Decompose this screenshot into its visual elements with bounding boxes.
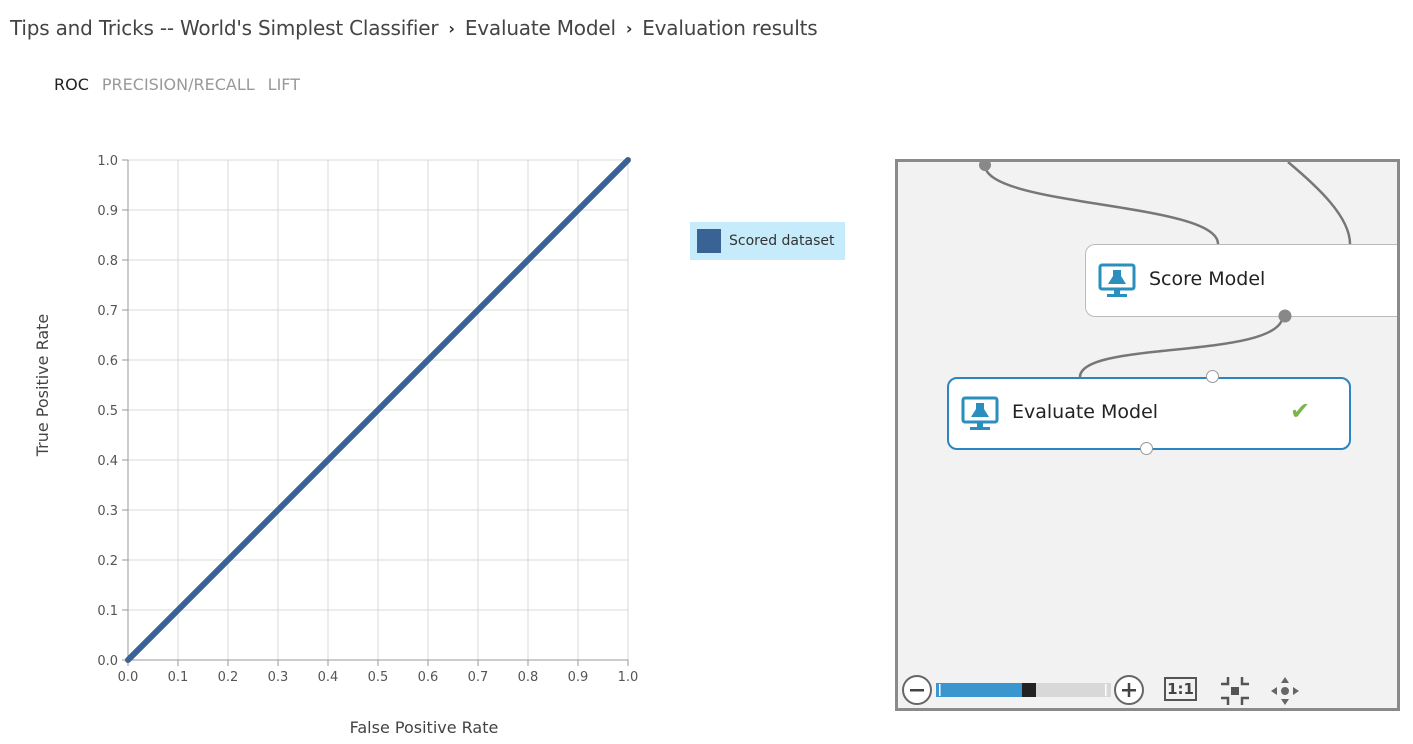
connection-wire: [983, 164, 1220, 245]
breadcrumb-experiment[interactable]: Tips and Tricks -- World's Simplest Clas…: [10, 16, 439, 40]
breadcrumb-module[interactable]: Evaluate Model: [464, 16, 616, 40]
connection-wire: [1287, 162, 1352, 245]
breadcrumb-separator-icon: ›: [448, 18, 455, 38]
x-tick-label: 0.0: [118, 670, 139, 685]
chart-series: [125, 157, 631, 663]
x-tick-label: 0.8: [518, 670, 539, 685]
breadcrumb: Tips and Tricks -- World's Simplest Clas…: [10, 13, 818, 43]
y-tick-label: 0.2: [97, 554, 118, 569]
breadcrumb-current-page: Evaluation results: [642, 16, 818, 40]
experiment-canvas[interactable]: Score Model Evaluate Model ✔: [895, 159, 1400, 711]
pan-icon[interactable]: [1269, 675, 1301, 707]
output-port-icon[interactable]: [1140, 442, 1153, 455]
x-tick-label: 0.9: [568, 670, 589, 685]
y-tick-label: 0.8: [97, 254, 118, 269]
x-tick-label: 0.7: [468, 670, 489, 685]
y-tick-label: 0.3: [97, 504, 118, 519]
chart-axes: 0.0 0.1 0.2 0.3 0.4 0.5 0.6 0.7 0.8 0.9 1.0 0.0 0.1 0…: [97, 154, 638, 685]
output-port-icon[interactable]: [1277, 308, 1293, 324]
zoom-in-icon[interactable]: [1113, 674, 1145, 706]
y-tick-label: 0.7: [97, 304, 118, 319]
y-tick-label: 0.6: [97, 354, 118, 369]
y-tick-label: 0.4: [97, 454, 118, 469]
chart-legend: Scored dataset: [690, 222, 845, 260]
y-tick-label: 0.0: [97, 654, 118, 669]
roc-curve-scored-dataset: [125, 157, 631, 663]
connection-wire: [1078, 314, 1285, 378]
status-check-icon: ✔: [1290, 397, 1311, 425]
legend-swatch: [697, 229, 721, 253]
module-label: Evaluate Model: [1012, 401, 1159, 423]
tab-precision-recall[interactable]: PRECISION/RECALL: [101, 75, 255, 94]
y-tick-label: 0.1: [97, 604, 118, 619]
tab-lift[interactable]: LIFT: [267, 75, 300, 94]
y-tick-label: 0.9: [97, 204, 118, 219]
roc-chart: 0.0 0.1 0.2 0.3 0.4 0.5 0.6 0.7 0.8 0.9 1.0 0.0 0.1 0…: [33, 154, 638, 737]
y-tick-label: 0.5: [97, 404, 118, 419]
fit-to-screen-icon[interactable]: [1219, 675, 1251, 707]
evaluate-model-icon: [961, 396, 999, 430]
x-tick-label: 0.6: [418, 670, 439, 685]
module-evaluate-model[interactable]: Evaluate Model ✔: [947, 370, 1351, 455]
y-tick-label: 1.0: [97, 154, 118, 169]
actual-size-button[interactable]: 1:1: [1164, 677, 1197, 701]
actual-size-label: 1:1: [1167, 680, 1194, 698]
module-score-model[interactable]: Score Model: [1085, 244, 1397, 323]
legend-label-scored-dataset: Scored dataset: [729, 233, 835, 249]
output-port-icon: [979, 162, 991, 171]
x-axis-label: False Positive Rate: [350, 718, 499, 737]
y-axis-label: True Positive Rate: [33, 314, 52, 458]
input-port-icon[interactable]: [1206, 370, 1219, 383]
zoom-toolbar: 1:1: [901, 673, 1391, 707]
zoom-slider[interactable]: [936, 682, 1111, 698]
module-label: Score Model: [1149, 268, 1266, 290]
x-tick-label: 0.5: [368, 670, 389, 685]
x-tick-label: 0.2: [218, 670, 239, 685]
tab-roc[interactable]: ROC: [54, 75, 89, 94]
x-tick-label: 0.1: [168, 670, 189, 685]
zoom-out-icon[interactable]: [901, 674, 933, 706]
chart-tabs: ROC PRECISION/RECALL LIFT: [54, 75, 300, 94]
x-tick-label: 0.4: [318, 670, 339, 685]
score-model-icon: [1098, 263, 1136, 297]
breadcrumb-separator-icon: ›: [625, 18, 633, 38]
x-tick-label: 0.3: [268, 670, 289, 685]
x-tick-label: 1.0: [618, 670, 639, 685]
